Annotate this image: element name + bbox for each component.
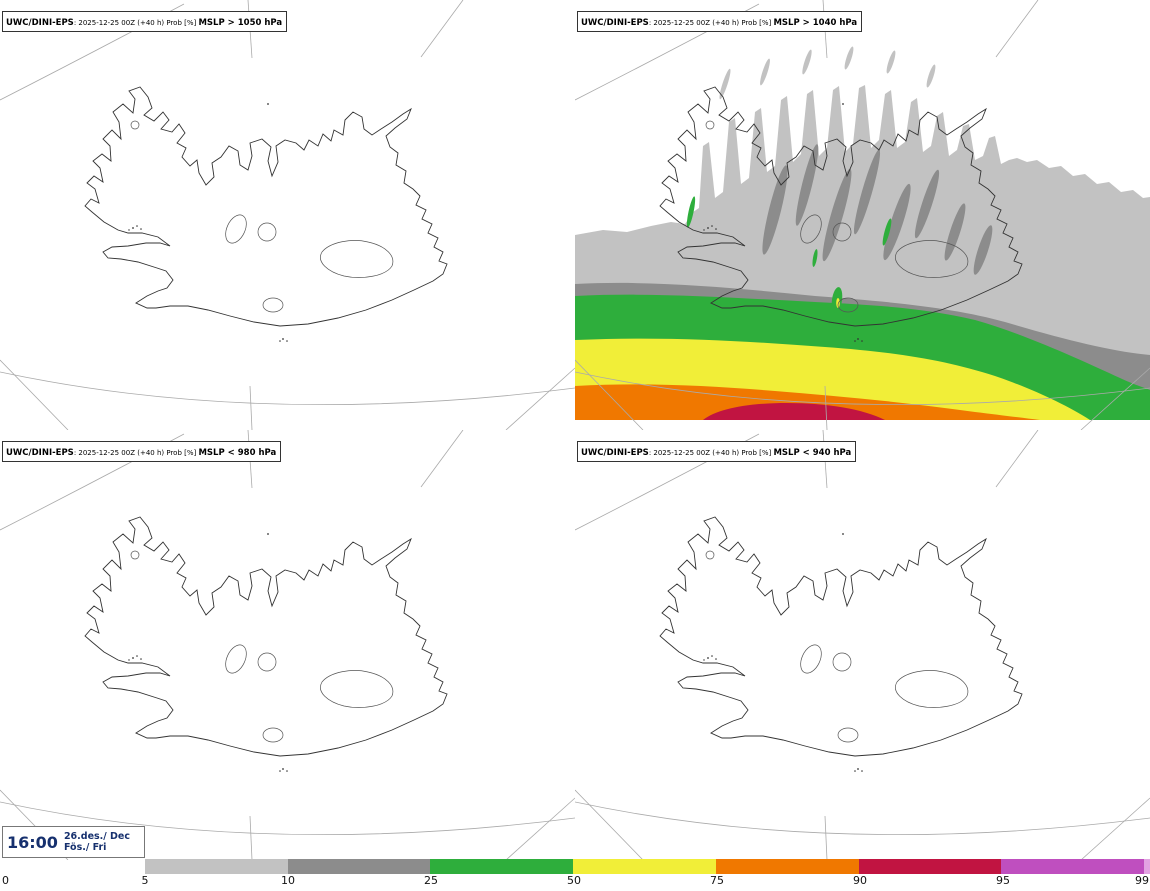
colorbar-segment [1144, 859, 1150, 874]
iceland-map [575, 430, 1150, 860]
threshold-label: MSLP < 940 hPa [773, 448, 852, 458]
colorbar-segment [715, 859, 859, 874]
panel-title: UWC/DINI-EPS: 2025-12-25 00Z (+40 h) Pro… [577, 11, 863, 32]
panel-title: UWC/DINI-EPS: 2025-12-25 00Z (+40 h) Pro… [2, 11, 288, 32]
colorbar-tick: 10 [281, 874, 295, 887]
probability-colorbar [145, 859, 1150, 874]
iceland-map-probability [575, 0, 1150, 430]
run-info: : 2025-12-25 00Z (+40 h) Prob [%] [73, 449, 199, 457]
footer: 16:00 26.des./ Dec Fös./ Fri 0 5 10 25 5… [0, 826, 1150, 891]
model-name: UWC/DINI-EPS [581, 18, 649, 28]
colorbar-segment [430, 859, 574, 874]
valid-date-line1: 26.des./ Dec [63, 830, 131, 842]
colorbar-tick: 95 [996, 874, 1010, 887]
colorbar-tick: 5 [141, 874, 149, 887]
colorbar-tick: 50 [567, 874, 581, 887]
panel-title: UWC/DINI-EPS: 2025-12-25 00Z (+40 h) Pro… [577, 441, 857, 462]
colorbar-tick: 75 [710, 874, 724, 887]
threshold-label: MSLP > 1050 hPa [198, 18, 283, 28]
panel-mslp-lt-980: UWC/DINI-EPS: 2025-12-25 00Z (+40 h) Pro… [0, 430, 575, 860]
colorbar-ticks: 0 5 10 25 50 75 90 95 99 [0, 874, 1150, 891]
run-info: : 2025-12-25 00Z (+40 h) Prob [%] [648, 19, 774, 27]
colorbar-tick: 25 [424, 874, 438, 887]
colorbar-tick: 0 [2, 874, 9, 887]
panel-mslp-lt-940: UWC/DINI-EPS: 2025-12-25 00Z (+40 h) Pro… [575, 430, 1150, 860]
iceland-map [0, 430, 575, 860]
colorbar-segment [1001, 859, 1145, 874]
run-info: : 2025-12-25 00Z (+40 h) Prob [%] [648, 449, 774, 457]
colorbar-segment [287, 859, 431, 874]
threshold-label: MSLP < 980 hPa [198, 448, 277, 458]
valid-date-line2: Fös./ Fri [63, 842, 107, 853]
colorbar-segment [858, 859, 1002, 874]
panel-mslp-gt-1040: UWC/DINI-EPS: 2025-12-25 00Z (+40 h) Pro… [575, 0, 1150, 430]
probability-field [575, 46, 1150, 420]
colorbar-segment [573, 859, 716, 874]
threshold-label: MSLP > 1040 hPa [773, 18, 858, 28]
model-name: UWC/DINI-EPS [581, 448, 649, 458]
valid-time: 16:00 [7, 832, 58, 852]
run-info: : 2025-12-25 00Z (+40 h) Prob [%] [73, 19, 199, 27]
valid-time-box: 16:00 26.des./ Dec Fös./ Fri [2, 826, 145, 858]
colorbar-tick: 99 [1135, 874, 1149, 887]
model-name: UWC/DINI-EPS [6, 18, 74, 28]
colorbar-tick: 90 [853, 874, 867, 887]
panel-mslp-gt-1050: UWC/DINI-EPS: 2025-12-25 00Z (+40 h) Pro… [0, 0, 575, 430]
model-name: UWC/DINI-EPS [6, 448, 74, 458]
valid-date: 26.des./ Dec Fös./ Fri [64, 831, 130, 854]
panel-title: UWC/DINI-EPS: 2025-12-25 00Z (+40 h) Pro… [2, 441, 282, 462]
iceland-map [0, 0, 575, 430]
colorbar-segment [145, 859, 288, 874]
